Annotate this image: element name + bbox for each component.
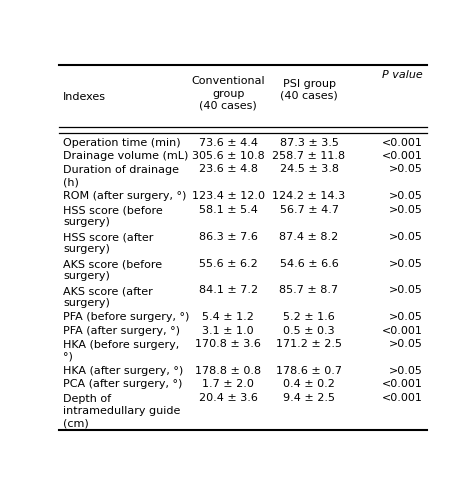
Text: 305.6 ± 10.8: 305.6 ± 10.8 xyxy=(192,151,264,161)
Text: HSS score (before
surgery): HSS score (before surgery) xyxy=(63,205,163,227)
Text: 5.4 ± 1.2: 5.4 ± 1.2 xyxy=(202,312,254,322)
Text: >0.05: >0.05 xyxy=(389,231,423,241)
Text: >0.05: >0.05 xyxy=(389,312,423,322)
Text: 24.5 ± 3.8: 24.5 ± 3.8 xyxy=(280,164,338,174)
Text: HSS score (after
surgery): HSS score (after surgery) xyxy=(63,232,153,254)
Text: Conventional
group
(40 cases): Conventional group (40 cases) xyxy=(191,76,265,111)
Text: ROM (after surgery, °): ROM (after surgery, °) xyxy=(63,191,186,201)
Text: 84.1 ± 7.2: 84.1 ± 7.2 xyxy=(199,285,258,295)
Text: >0.05: >0.05 xyxy=(389,191,423,201)
Text: >0.05: >0.05 xyxy=(389,164,423,174)
Text: 0.5 ± 0.3: 0.5 ± 0.3 xyxy=(283,325,335,335)
Text: 171.2 ± 2.5: 171.2 ± 2.5 xyxy=(276,338,342,348)
Text: 3.1 ± 1.0: 3.1 ± 1.0 xyxy=(202,325,254,335)
Text: 170.8 ± 3.6: 170.8 ± 3.6 xyxy=(195,338,261,348)
Text: 86.3 ± 7.6: 86.3 ± 7.6 xyxy=(199,231,258,241)
Text: <0.001: <0.001 xyxy=(382,325,423,335)
Text: 54.6 ± 6.6: 54.6 ± 6.6 xyxy=(280,258,338,268)
Text: AKS score (after
surgery): AKS score (after surgery) xyxy=(63,285,153,307)
Text: 55.6 ± 6.2: 55.6 ± 6.2 xyxy=(199,258,257,268)
Text: PFA (after surgery, °): PFA (after surgery, °) xyxy=(63,325,180,335)
Text: 0.4 ± 0.2: 0.4 ± 0.2 xyxy=(283,379,335,388)
Text: 178.6 ± 0.7: 178.6 ± 0.7 xyxy=(276,365,342,375)
Text: 124.2 ± 14.3: 124.2 ± 14.3 xyxy=(273,191,346,201)
Text: 87.4 ± 8.2: 87.4 ± 8.2 xyxy=(279,231,338,241)
Text: 56.7 ± 4.7: 56.7 ± 4.7 xyxy=(280,204,338,214)
Text: HKA (before surgery,
°): HKA (before surgery, °) xyxy=(63,339,179,361)
Text: 20.4 ± 3.6: 20.4 ± 3.6 xyxy=(199,392,258,402)
Text: >0.05: >0.05 xyxy=(389,285,423,295)
Text: PFA (before surgery, °): PFA (before surgery, °) xyxy=(63,312,189,322)
Text: >0.05: >0.05 xyxy=(389,204,423,214)
Text: >0.05: >0.05 xyxy=(389,258,423,268)
Text: 1.7 ± 2.0: 1.7 ± 2.0 xyxy=(202,379,254,388)
Text: P value: P value xyxy=(382,70,423,80)
Text: 23.6 ± 4.8: 23.6 ± 4.8 xyxy=(199,164,258,174)
Text: PCA (after surgery, °): PCA (after surgery, °) xyxy=(63,379,182,388)
Text: Indexes: Indexes xyxy=(63,92,106,102)
Text: >0.05: >0.05 xyxy=(389,338,423,348)
Text: 5.2 ± 1.6: 5.2 ± 1.6 xyxy=(283,312,335,322)
Text: AKS score (before
surgery): AKS score (before surgery) xyxy=(63,259,162,281)
Text: Drainage volume (mL): Drainage volume (mL) xyxy=(63,151,188,161)
Text: <0.001: <0.001 xyxy=(382,151,423,161)
Text: Depth of
intramedullary guide
(cm): Depth of intramedullary guide (cm) xyxy=(63,393,180,427)
Text: 178.8 ± 0.8: 178.8 ± 0.8 xyxy=(195,365,261,375)
Text: PSI group
(40 cases): PSI group (40 cases) xyxy=(280,79,338,101)
Text: 9.4 ± 2.5: 9.4 ± 2.5 xyxy=(283,392,335,402)
Text: Operation time (min): Operation time (min) xyxy=(63,137,181,147)
Text: <0.001: <0.001 xyxy=(382,379,423,388)
Text: 123.4 ± 12.0: 123.4 ± 12.0 xyxy=(191,191,265,201)
Text: <0.001: <0.001 xyxy=(382,137,423,147)
Text: 73.6 ± 4.4: 73.6 ± 4.4 xyxy=(199,137,258,147)
Text: Duration of drainage
(h): Duration of drainage (h) xyxy=(63,165,179,187)
Text: 85.7 ± 8.7: 85.7 ± 8.7 xyxy=(280,285,338,295)
Text: 58.1 ± 5.4: 58.1 ± 5.4 xyxy=(199,204,258,214)
Text: <0.001: <0.001 xyxy=(382,392,423,402)
Text: >0.05: >0.05 xyxy=(389,365,423,375)
Text: 87.3 ± 3.5: 87.3 ± 3.5 xyxy=(280,137,338,147)
Text: 258.7 ± 11.8: 258.7 ± 11.8 xyxy=(273,151,346,161)
Text: HKA (after surgery, °): HKA (after surgery, °) xyxy=(63,365,183,375)
